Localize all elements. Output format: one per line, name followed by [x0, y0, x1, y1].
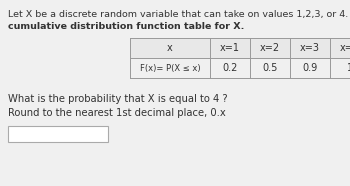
Text: 0.9: 0.9 [302, 63, 318, 73]
Text: cumulative distribution function table for X.: cumulative distribution function table f… [8, 22, 244, 31]
Text: x=4: x=4 [340, 43, 350, 53]
FancyBboxPatch shape [8, 126, 108, 142]
Text: x=3: x=3 [300, 43, 320, 53]
Text: F(x)= P(X ≤ x): F(x)= P(X ≤ x) [140, 63, 200, 73]
Text: x=2: x=2 [260, 43, 280, 53]
Bar [130, 38, 350, 58]
Text: What is the probability that X is equal to 4 ?: What is the probability that X is equal … [8, 94, 228, 104]
Text: 0.2: 0.2 [222, 63, 238, 73]
Text: x=1: x=1 [220, 43, 240, 53]
Text: x: x [167, 43, 173, 53]
Text: Let X be a discrete random variable that can take on values 1,2,3, or 4. The fol: Let X be a discrete random variable that… [8, 10, 350, 19]
Text: 1: 1 [347, 63, 350, 73]
Text: Round to the nearest 1st decimal place, 0.x: Round to the nearest 1st decimal place, … [8, 108, 226, 118]
Text: 0.5: 0.5 [262, 63, 278, 73]
